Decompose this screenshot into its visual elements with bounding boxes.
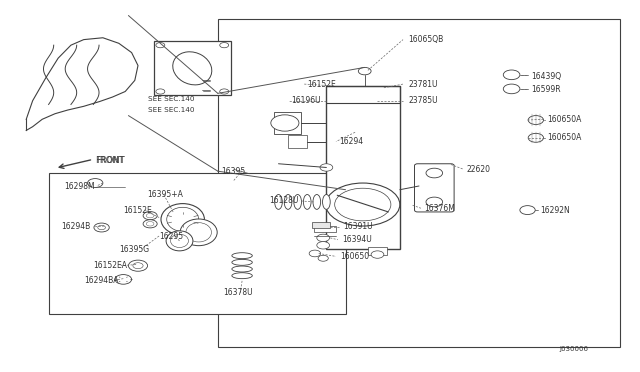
Ellipse shape <box>232 253 252 259</box>
Ellipse shape <box>313 195 321 209</box>
Text: 16152E: 16152E <box>307 80 336 89</box>
Circle shape <box>133 263 143 269</box>
Text: 16196U: 16196U <box>291 96 321 105</box>
Text: 16298M: 16298M <box>65 182 95 190</box>
Circle shape <box>528 116 543 125</box>
Text: 16391U: 16391U <box>344 222 373 231</box>
Circle shape <box>503 84 520 94</box>
Circle shape <box>220 42 228 48</box>
Circle shape <box>309 250 321 257</box>
Text: 16439Q: 16439Q <box>531 72 561 81</box>
Text: 160650: 160650 <box>340 252 369 261</box>
Text: 16599R: 16599R <box>531 85 561 94</box>
Text: 16378U: 16378U <box>223 288 253 297</box>
Circle shape <box>115 275 132 284</box>
Ellipse shape <box>180 219 217 246</box>
Ellipse shape <box>275 195 282 209</box>
Circle shape <box>358 67 371 75</box>
Text: 16395+A: 16395+A <box>148 190 184 199</box>
Ellipse shape <box>323 195 330 209</box>
Ellipse shape <box>186 223 211 242</box>
Circle shape <box>320 164 333 171</box>
Ellipse shape <box>161 203 204 235</box>
Circle shape <box>520 206 535 215</box>
Text: 23785U: 23785U <box>408 96 438 105</box>
Text: 16294BA: 16294BA <box>84 276 118 285</box>
Bar <box>49 173 346 314</box>
Circle shape <box>156 89 165 94</box>
Text: 23781U: 23781U <box>408 80 438 89</box>
Text: 16295: 16295 <box>159 231 183 241</box>
Ellipse shape <box>167 207 198 231</box>
Text: FRONT: FRONT <box>97 155 125 164</box>
Bar <box>218 19 620 347</box>
Text: FRONT: FRONT <box>95 155 124 164</box>
Circle shape <box>371 251 384 258</box>
Circle shape <box>426 168 443 178</box>
Circle shape <box>326 183 400 226</box>
Bar <box>312 222 330 228</box>
Circle shape <box>426 197 443 207</box>
Text: 16152EA: 16152EA <box>93 261 127 270</box>
Text: 160650A: 160650A <box>547 115 581 124</box>
Text: 16395G: 16395G <box>119 244 149 253</box>
FancyBboxPatch shape <box>415 164 454 212</box>
Ellipse shape <box>303 195 311 209</box>
Circle shape <box>335 188 391 221</box>
Circle shape <box>147 222 154 226</box>
Circle shape <box>317 234 330 241</box>
Circle shape <box>503 70 520 80</box>
Bar <box>314 226 336 232</box>
Circle shape <box>317 241 330 249</box>
Text: 16294: 16294 <box>339 137 364 146</box>
Text: 16292N: 16292N <box>540 206 570 215</box>
Text: SEE SEC.140: SEE SEC.140 <box>148 96 194 102</box>
Circle shape <box>88 179 103 187</box>
Text: 22620: 22620 <box>467 165 491 174</box>
Circle shape <box>94 223 109 232</box>
Bar <box>326 86 400 249</box>
Circle shape <box>98 225 106 230</box>
Text: 16294B: 16294B <box>61 222 91 231</box>
Circle shape <box>220 89 228 94</box>
Ellipse shape <box>232 266 252 272</box>
Text: 16065QB: 16065QB <box>408 35 444 44</box>
Bar <box>368 247 387 254</box>
Text: 16394U: 16394U <box>342 235 372 244</box>
Bar <box>154 41 230 95</box>
Circle shape <box>318 255 328 261</box>
Text: 16376M: 16376M <box>424 204 455 213</box>
Ellipse shape <box>171 234 188 247</box>
Ellipse shape <box>232 273 252 279</box>
Text: 16395: 16395 <box>221 167 245 176</box>
Ellipse shape <box>232 259 252 265</box>
Ellipse shape <box>173 52 212 85</box>
Ellipse shape <box>166 231 193 251</box>
Circle shape <box>147 214 154 218</box>
Text: 16128U: 16128U <box>269 196 298 205</box>
Circle shape <box>528 134 543 142</box>
Circle shape <box>271 115 299 131</box>
Text: 160650A: 160650A <box>547 133 581 142</box>
Text: SEE SEC.140: SEE SEC.140 <box>148 107 194 113</box>
Ellipse shape <box>294 195 301 209</box>
Text: 16152E: 16152E <box>124 206 152 215</box>
Bar <box>288 135 307 148</box>
Circle shape <box>129 260 148 271</box>
Ellipse shape <box>284 195 292 209</box>
Text: J630006: J630006 <box>559 346 588 352</box>
Bar <box>274 112 301 134</box>
Circle shape <box>143 212 157 220</box>
Circle shape <box>143 220 157 228</box>
Circle shape <box>156 42 165 48</box>
